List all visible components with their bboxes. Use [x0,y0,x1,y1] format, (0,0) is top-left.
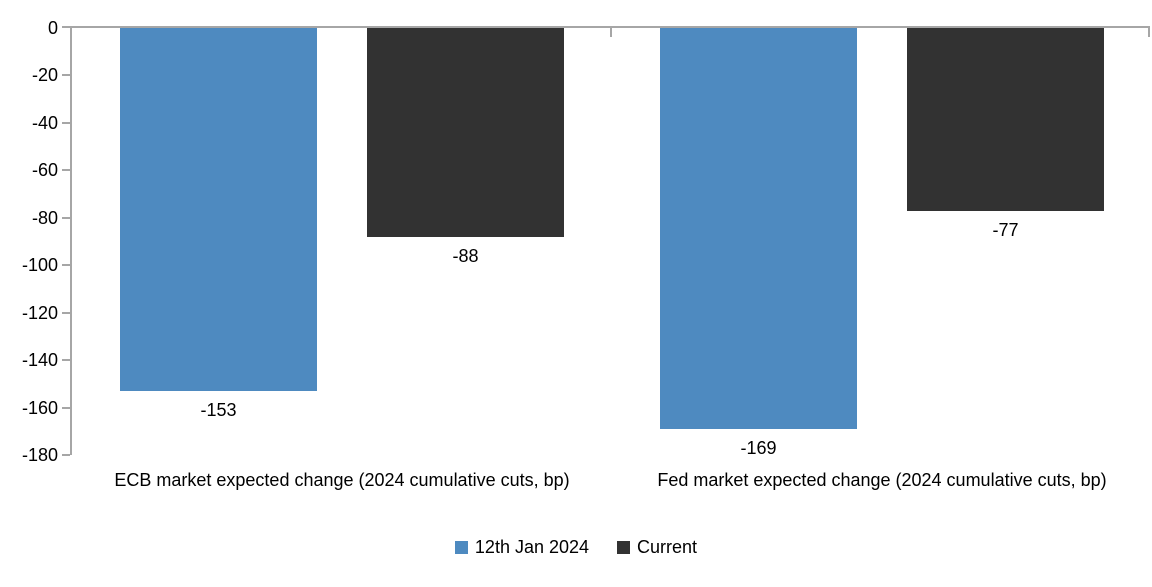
y-tick-label: -20 [31,65,58,86]
bar-value-label: -77 [992,219,1019,240]
legend-swatch-icon [617,540,631,554]
category-label: Fed market expected change (2024 cumulat… [657,470,1107,490]
y-tick [62,406,70,409]
legend: 12th Jan 2024 Current [0,536,1152,558]
y-tick-label: -140 [21,350,58,371]
y-tick-label: -40 [31,112,58,133]
category-divider-tick [610,28,612,37]
legend-item: Current [617,536,697,558]
y-tick [62,74,70,77]
legend-label: Current [637,537,698,557]
y-tick [62,264,70,267]
y-tick [62,216,70,219]
legend-item: 12th Jan 2024 [454,536,590,558]
y-tick [62,169,70,172]
y-tick [62,121,70,124]
category-divider-tick [1148,28,1150,37]
y-tick-label: -100 [21,255,58,276]
bar-value-label: -153 [200,399,237,420]
y-axis-line [70,26,72,455]
y-tick-label: -160 [21,397,58,418]
bar [367,28,564,237]
bar [660,28,857,429]
bar [120,28,317,391]
category-label: ECB market expected change (2024 cumulat… [114,470,570,490]
y-tick-label: -60 [31,160,58,181]
bar [907,28,1104,211]
y-tick-label: -80 [31,207,58,228]
legend-label: 12th Jan 2024 [474,537,590,557]
y-tick [62,359,70,362]
legend-swatch-icon [454,540,468,554]
x-axis-line [62,26,1150,28]
y-tick [62,311,70,314]
y-tick-label: -120 [21,302,58,323]
y-tick-label: 0 [47,18,58,38]
bar-value-label: -169 [740,437,777,458]
y-tick-label: -180 [21,445,58,465]
bar-value-label: -88 [452,245,479,266]
y-tick [62,454,70,456]
